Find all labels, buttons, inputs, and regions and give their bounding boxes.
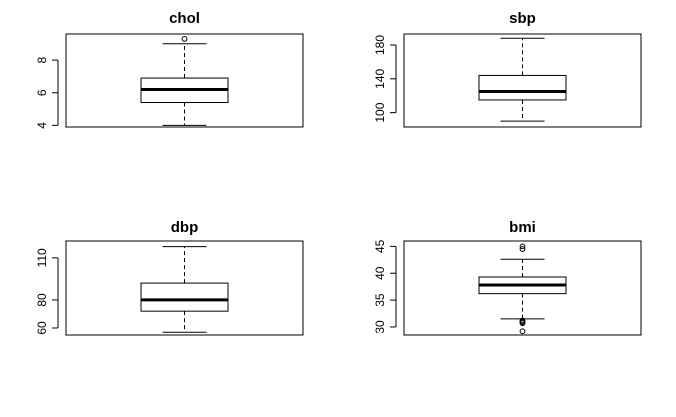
outlier-point — [519, 243, 526, 250]
y-tick-label: 4 — [35, 122, 49, 129]
outlier-point — [519, 328, 526, 335]
y-tick-label: 100 — [373, 102, 387, 122]
y-tick-label: 60 — [35, 321, 49, 335]
plot-frame — [403, 33, 642, 128]
panel-title: chol — [169, 10, 200, 27]
y-tick-label: 180 — [373, 35, 387, 55]
y-tick-label: 8 — [35, 56, 49, 63]
y-tick-label: 35 — [373, 293, 387, 307]
y-tick-label: 40 — [373, 266, 387, 280]
boxplot-panel-dbp: dbp 60 80 110 — [35, 219, 304, 336]
y-tick-label: 110 — [35, 248, 49, 267]
y-tick-label: 45 — [373, 239, 387, 253]
outlier-point — [519, 317, 526, 324]
iqr-box — [140, 282, 229, 312]
panel-title: sbp — [509, 10, 536, 27]
y-tick-label: 80 — [35, 293, 49, 307]
plot-frame — [65, 33, 304, 128]
boxplot-panel-chol: chol 4 6 8 — [35, 10, 304, 129]
boxplot-panel-bmi: bmi 30 35 40 45 — [373, 219, 642, 336]
outlier-point — [519, 246, 526, 252]
y-tick-label: 6 — [35, 89, 49, 96]
boxplot-panel-sbp: sbp 100 140 180 — [373, 10, 642, 128]
iqr-box — [478, 74, 567, 101]
y-tick-label: 30 — [373, 320, 387, 334]
panel-title: dbp — [171, 219, 199, 236]
y-tick-label: 140 — [373, 68, 387, 88]
outlier-point — [181, 35, 188, 42]
panel-title: bmi — [509, 219, 536, 236]
plot-frame — [403, 240, 642, 336]
plot-frame — [65, 240, 304, 336]
